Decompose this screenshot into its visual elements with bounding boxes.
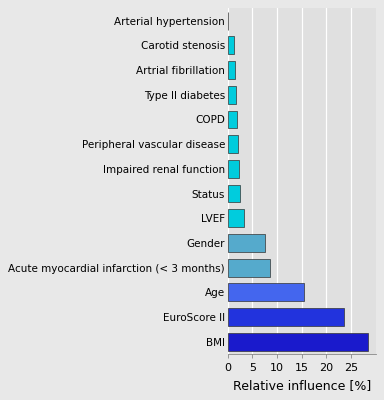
Bar xyxy=(228,333,368,351)
Bar xyxy=(228,36,233,54)
Bar xyxy=(228,284,304,301)
Bar xyxy=(228,209,243,227)
Bar xyxy=(228,308,344,326)
Bar xyxy=(228,135,238,153)
Bar xyxy=(228,110,237,128)
X-axis label: Relative influence [%]: Relative influence [%] xyxy=(233,379,371,392)
Bar xyxy=(228,259,270,276)
Bar xyxy=(228,86,236,104)
Bar xyxy=(228,185,240,202)
Bar xyxy=(228,234,265,252)
Bar xyxy=(228,61,235,79)
Bar xyxy=(228,160,238,178)
